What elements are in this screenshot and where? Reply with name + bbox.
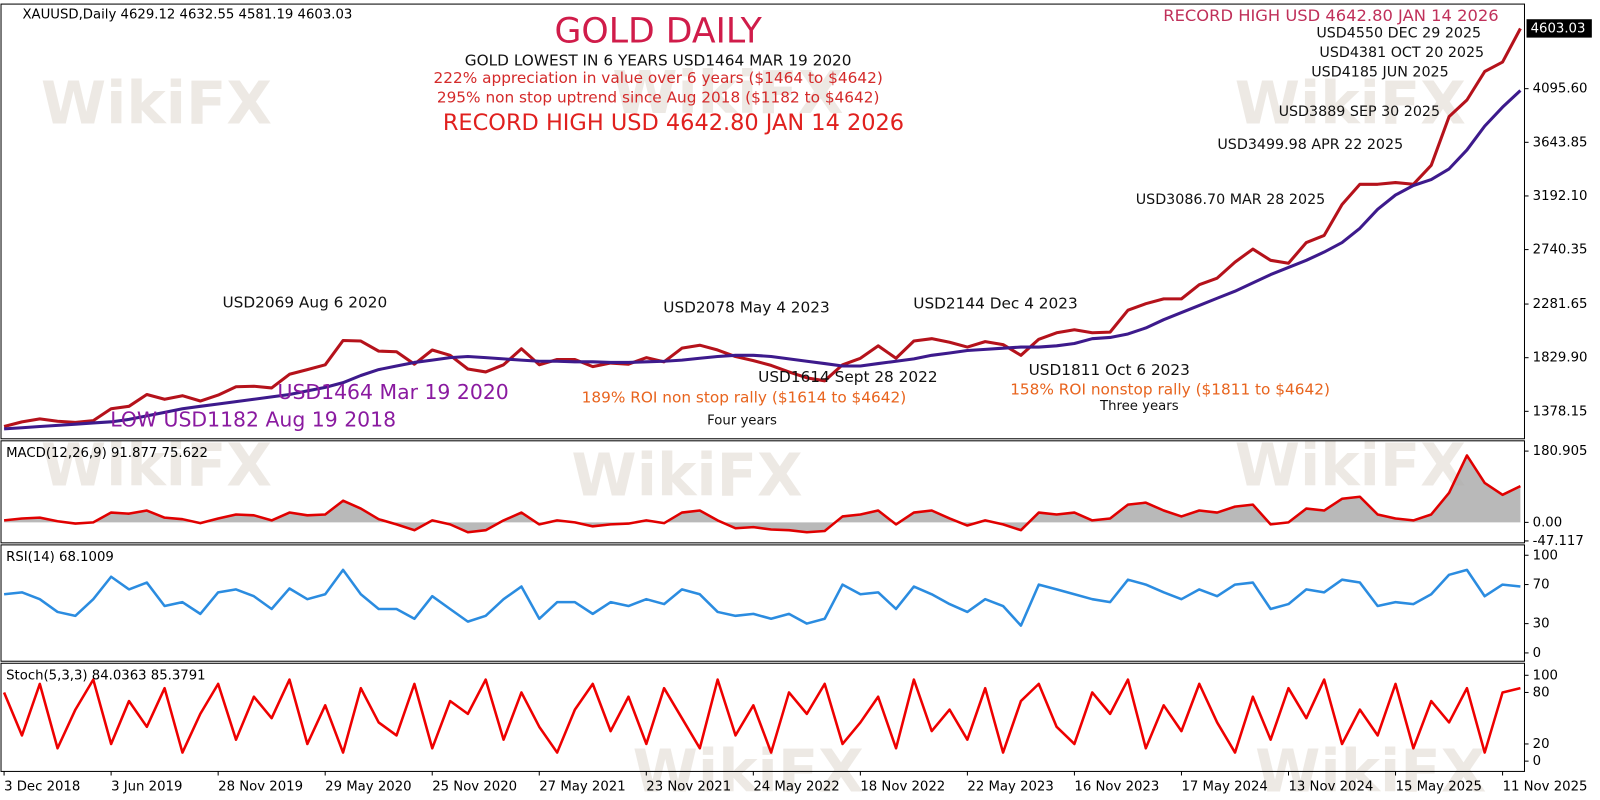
- watermark: WikiFX: [41, 430, 272, 499]
- x-tick-label: 27 May 2021: [539, 780, 625, 795]
- x-tick-label: 3 Jun 2019: [111, 780, 182, 795]
- y-tick-label: 1378.15: [1533, 404, 1588, 419]
- y-tick-label: 80: [1533, 685, 1550, 700]
- x-tick-label: 28 Nov 2019: [218, 780, 303, 795]
- y-tick-label: 3643.85: [1533, 135, 1588, 150]
- x-tick-label: 3 Dec 2018: [4, 780, 80, 795]
- y-tick-label: 0.00: [1533, 515, 1563, 530]
- annotation: USD2069 Aug 6 2020: [222, 294, 387, 312]
- panel-frame: [0, 440, 1525, 544]
- panel-frame: [0, 544, 1525, 662]
- watermark: WikiFX: [1255, 737, 1486, 800]
- series-line: [3, 568, 1521, 627]
- x-tick-label: 25 Nov 2020: [432, 780, 517, 795]
- x-tick-label: 17 May 2024: [1181, 780, 1267, 795]
- panel-frame: [0, 662, 1525, 772]
- y-tick-label: 100: [1533, 668, 1558, 683]
- y-tick-label: -47.117: [1533, 534, 1584, 549]
- watermark: WikiFX: [571, 441, 802, 510]
- y-tick-label: 70: [1533, 578, 1550, 593]
- series-line: [3, 27, 1522, 429]
- chart-title: GOLD DAILY: [555, 12, 763, 52]
- y-tick-label: 3192.10: [1533, 189, 1588, 204]
- series-line: [2, 678, 1521, 754]
- current-price-label: 4603.03: [1531, 21, 1586, 36]
- x-tick-label: 23 Nov 2021: [646, 780, 731, 795]
- annotation: USD4381 OCT 20 2025: [1319, 45, 1484, 61]
- watermark: WikiFX: [41, 68, 272, 137]
- watermark-layer: WikiFX WikiFX WikiFX WikiFX WikiFX WikiFX Wiki…: [41, 58, 1487, 800]
- annotation: USD3086.70 MAR 28 2025: [1136, 192, 1326, 208]
- header: XAUUSD,Daily 4629.12 4632.55 4581.19 460…: [22, 7, 352, 22]
- y-tick-label: 100: [1533, 548, 1558, 563]
- plot-area: [3, 27, 1522, 431]
- series-line: [3, 89, 1522, 431]
- y-tick-label: 30: [1533, 617, 1550, 632]
- x-tick-label: 24 May 2022: [753, 780, 839, 795]
- panel-title: RSI(14) 68.1009: [6, 550, 114, 565]
- annotation: USD4185 JUN 2025: [1311, 64, 1448, 80]
- x-tick-label: 22 May 2023: [967, 780, 1053, 795]
- annotation: RECORD HIGH USD 4642.80 JAN 14 2026: [443, 110, 904, 136]
- annotation: USD3499.98 APR 22 2025: [1217, 137, 1403, 153]
- annotation: USD3889 SEP 30 2025: [1279, 104, 1441, 120]
- annotation: 295% non stop uptrend since Aug 2018 ($1…: [437, 88, 880, 106]
- plot-area: [2, 678, 1521, 754]
- annotation: USD1811 Oct 6 2023: [1029, 361, 1190, 379]
- panel-title: MACD(12,26,9) 91.877 75.622: [6, 446, 208, 461]
- series-line: [3, 454, 1521, 534]
- watermark: WikiFX: [612, 58, 843, 127]
- x-tick-label: 29 May 2020: [325, 780, 411, 795]
- annotation: 189% ROI non stop rally ($1614 to $4642): [582, 388, 907, 406]
- x-tick-label: 18 Nov 2022: [860, 780, 945, 795]
- annotation: 222% appreciation in value over 6 years …: [434, 69, 883, 87]
- y-tick-label: 4095.60: [1533, 82, 1588, 97]
- annotation: USD4550 DEC 29 2025: [1316, 26, 1481, 42]
- panel-title: Stoch(5,3,3) 84.0363 85.3791: [6, 669, 205, 684]
- watermark: WikiFX: [1235, 430, 1466, 499]
- annotation: GOLD LOWEST IN 6 YEARS USD1464 MAR 19 20…: [465, 52, 852, 70]
- y-tick-label: 0: [1533, 754, 1541, 769]
- x-tick-label: 11 Nov 2025: [1503, 780, 1588, 795]
- series-area: [4, 455, 1521, 533]
- annotation: USD1614 Sept 28 2022: [758, 368, 937, 386]
- y-tick-label: 20: [1533, 737, 1550, 752]
- y-tick-label: 1829.90: [1533, 351, 1588, 366]
- annotation: USD2144 Dec 4 2023: [913, 295, 1077, 313]
- annotation: 158% ROI nonstop rally ($1811 to $4642): [1010, 380, 1330, 398]
- annotation: Three years: [1099, 399, 1179, 414]
- x-tick-label: 15 May 2025: [1396, 780, 1482, 795]
- watermark: WikiFX: [633, 737, 864, 800]
- x-tick-label: 13 Nov 2024: [1288, 780, 1373, 795]
- plot-area: [3, 454, 1521, 534]
- annotation: Four years: [707, 413, 777, 428]
- y-tick-label: 0: [1533, 646, 1541, 661]
- plot-area: [3, 568, 1521, 627]
- x-tick-label: 16 Nov 2023: [1074, 780, 1159, 795]
- annotation: LOW USD1182 Aug 19 2018: [110, 407, 396, 431]
- annotation: RECORD HIGH USD 4642.80 JAN 14 2026: [1163, 6, 1498, 25]
- current-price-box: [1526, 19, 1592, 38]
- watermark: WikiFX: [1235, 68, 1466, 137]
- annotation: USD1464 Mar 19 2020: [278, 380, 509, 404]
- y-tick-label: 2281.65: [1533, 297, 1588, 312]
- annotation: USD2078 May 4 2023: [663, 299, 829, 317]
- panel-frame: [0, 3, 1525, 440]
- y-tick-label: 2740.35: [1533, 243, 1588, 258]
- y-tick-label: 180.905: [1533, 444, 1588, 459]
